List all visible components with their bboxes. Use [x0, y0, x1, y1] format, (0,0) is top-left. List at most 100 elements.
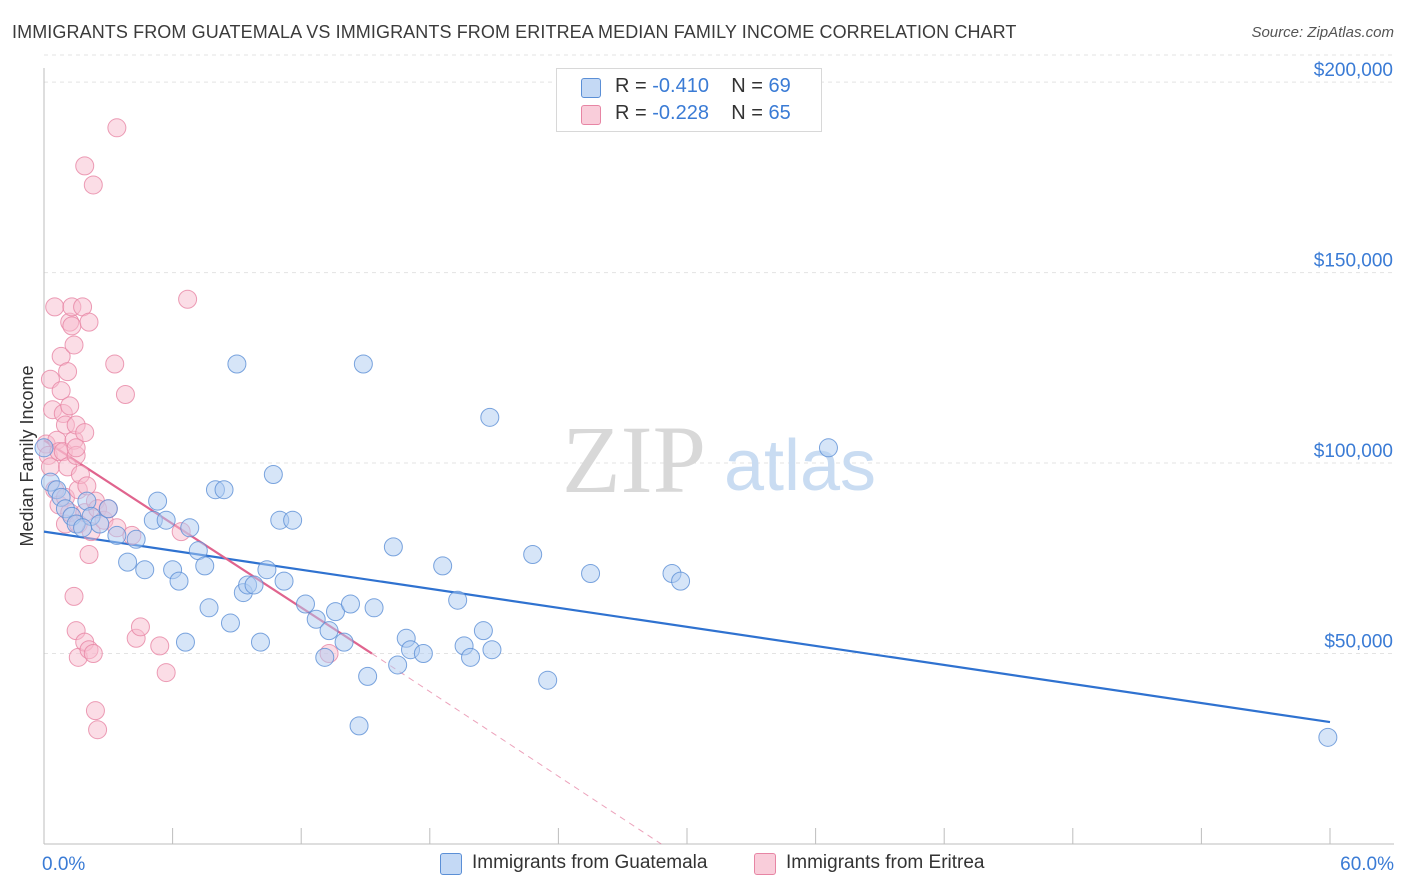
- guatemala-point: [156, 510, 176, 530]
- eritrea-point: [156, 663, 176, 683]
- guatemala-point: [263, 464, 283, 484]
- guatemala-point: [523, 544, 543, 564]
- eritrea-point: [85, 701, 105, 721]
- legend-swatch-eritrea: [581, 105, 601, 125]
- eritrea-point: [75, 423, 95, 443]
- guatemala-point: [283, 510, 303, 530]
- bottom-legend-label-guatemala: Immigrants from Guatemala: [472, 852, 708, 873]
- guatemala-point: [349, 716, 369, 736]
- eritrea-point: [79, 312, 99, 332]
- guatemala-point: [180, 518, 200, 538]
- y-axis-label: Median Family Income: [17, 365, 37, 546]
- y-tick-label: $100,000: [1314, 441, 1393, 462]
- guatemala-point: [244, 575, 264, 595]
- trend-line-eritrea-extension: [371, 653, 662, 845]
- eritrea-point: [83, 175, 103, 195]
- guatemala-point: [98, 499, 118, 519]
- eritrea-point: [60, 396, 80, 416]
- watermark-zip: ZIP: [562, 406, 706, 513]
- y-tick-label: $150,000: [1314, 251, 1393, 272]
- eritrea-point: [45, 297, 65, 317]
- guatemala-point: [461, 647, 481, 667]
- source-label: Source: ZipAtlas.com: [1251, 24, 1394, 41]
- y-tick-label: $50,000: [1324, 632, 1393, 653]
- eritrea-point: [58, 362, 78, 382]
- guatemala-point: [34, 438, 54, 458]
- eritrea-point: [130, 617, 150, 637]
- eritrea-point: [178, 289, 198, 309]
- guatemala-point: [257, 560, 277, 580]
- guatemala-point: [199, 598, 219, 618]
- guatemala-point: [73, 518, 93, 538]
- eritrea-point: [107, 118, 127, 138]
- legend-n-value: 69: [768, 75, 791, 97]
- legend-n-label: N =: [731, 75, 769, 97]
- guatemala-point: [319, 621, 339, 641]
- guatemala-point: [383, 537, 403, 557]
- guatemala-point: [107, 525, 127, 545]
- guatemala-point: [581, 564, 601, 584]
- guatemala-point: [448, 590, 468, 610]
- guatemala-point: [274, 571, 294, 591]
- guatemala-point: [126, 529, 146, 549]
- eritrea-point: [64, 335, 84, 355]
- guatemala-point: [214, 480, 234, 500]
- watermark-atlas: atlas: [724, 426, 876, 506]
- guatemala-point: [388, 655, 408, 675]
- guatemala-point: [306, 609, 326, 629]
- guatemala-point: [473, 621, 493, 641]
- eritrea-point: [88, 720, 108, 740]
- guatemala-point: [295, 594, 315, 614]
- guatemala-point: [818, 438, 838, 458]
- guatemala-point: [227, 354, 247, 374]
- eritrea-point: [105, 354, 125, 374]
- guatemala-point: [364, 598, 384, 618]
- guatemala-point: [1318, 727, 1338, 747]
- eritrea-point: [51, 381, 71, 401]
- guatemala-point: [220, 613, 240, 633]
- guatemala-point: [353, 354, 373, 374]
- legend-r-value: -0.410: [652, 75, 709, 97]
- guatemala-point: [671, 571, 691, 591]
- bottom-legend-label-eritrea: Immigrants from Eritrea: [786, 852, 985, 873]
- eritrea-point: [75, 156, 95, 176]
- guatemala-point: [148, 491, 168, 511]
- guatemala-point: [413, 644, 433, 664]
- legend-n-value: 65: [768, 102, 791, 124]
- legend-swatch-guatemala: [581, 78, 601, 98]
- eritrea-point: [150, 636, 170, 656]
- eritrea-point: [79, 544, 99, 564]
- guatemala-point: [195, 556, 215, 576]
- guatemala-point: [433, 556, 453, 576]
- bottom-legend-swatch-guatemala: [440, 853, 462, 875]
- legend-r-label: R =: [615, 102, 653, 124]
- eritrea-point: [83, 644, 103, 664]
- guatemala-point: [480, 407, 500, 427]
- guatemala-point: [118, 552, 138, 572]
- legend-n-label: N =: [731, 102, 769, 124]
- legend-box: R = -0.410 N = 69 R = -0.228 N = 65: [556, 68, 822, 132]
- guatemala-point: [325, 602, 345, 622]
- guatemala-point: [135, 560, 155, 580]
- guatemala-point: [315, 647, 335, 667]
- chart-title: IMMIGRANTS FROM GUATEMALA VS IMMIGRANTS …: [12, 22, 1017, 42]
- x-tick-label-max: 60.0%: [1340, 854, 1394, 875]
- x-tick-label-min: 0.0%: [42, 854, 85, 875]
- guatemala-point: [538, 670, 558, 690]
- guatemala-point: [169, 571, 189, 591]
- legend-r-label: R =: [615, 75, 653, 97]
- guatemala-point: [482, 640, 502, 660]
- watermark: ZIP atlas: [562, 406, 876, 513]
- guatemala-point: [340, 594, 360, 614]
- y-tick-label: $200,000: [1314, 60, 1393, 81]
- eritrea-point: [115, 384, 135, 404]
- eritrea-point: [62, 316, 82, 336]
- bottom-legend-swatch-eritrea: [754, 853, 776, 875]
- trend-line-guatemala: [43, 530, 1331, 724]
- guatemala-point: [334, 632, 354, 652]
- legend-r-value: -0.228: [652, 102, 709, 124]
- guatemala-point: [250, 632, 270, 652]
- guatemala-point: [358, 666, 378, 686]
- eritrea-point: [64, 586, 84, 606]
